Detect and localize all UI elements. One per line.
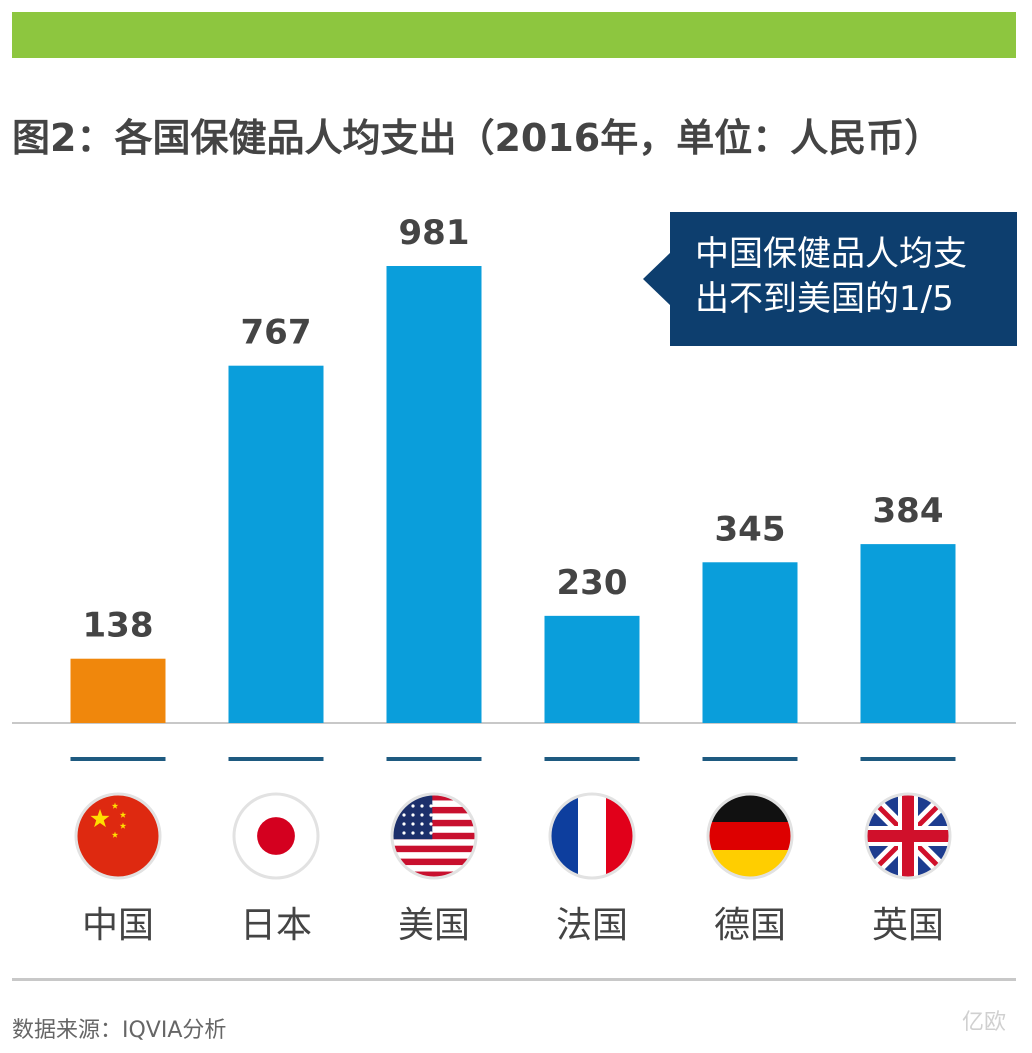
- chart-title: 图2：各国保健品人均支出（2016年，单位：人民币）: [12, 116, 943, 160]
- germany-flag-icon: [706, 792, 794, 880]
- watermark-logo: 亿欧: [962, 1010, 1007, 1035]
- callout-line-1: 中国保健品人均支: [695, 234, 967, 274]
- usa-flag-icon: [390, 792, 478, 880]
- category-label: 法国: [556, 905, 628, 946]
- category-label: 日本: [240, 905, 312, 946]
- china-flag-icon: [74, 792, 162, 880]
- callout-line-2: 出不到美国的1/5: [695, 279, 954, 319]
- bar: [702, 562, 798, 723]
- bar-value-label: 384: [873, 491, 944, 531]
- japan-flag-icon: [232, 792, 320, 880]
- bar: [860, 544, 956, 723]
- bar: [386, 266, 482, 723]
- callout-box: 中国保健品人均支 出不到美国的1/5: [670, 212, 1017, 346]
- source-note: 数据来源：IQVIA分析: [12, 1018, 227, 1043]
- bar: [228, 365, 324, 723]
- bar-value-label: 767: [241, 313, 312, 353]
- bar-value-label: 230: [557, 563, 628, 603]
- bar: [544, 615, 640, 723]
- france-flag-icon: [548, 792, 636, 880]
- category-label: 英国: [872, 905, 944, 946]
- bar-value-label: 981: [399, 213, 470, 253]
- bar: [70, 658, 166, 723]
- category-label: 中国: [82, 905, 154, 946]
- callout-pointer: [643, 252, 671, 306]
- bottom-divider: [12, 978, 1016, 981]
- bar-value-label: 138: [83, 606, 154, 646]
- category-label: 美国: [398, 905, 470, 946]
- category-label: 德国: [714, 905, 786, 946]
- top-accent-bar: [12, 12, 1016, 58]
- uk-flag-icon: [864, 792, 952, 880]
- bar-value-label: 345: [715, 509, 786, 549]
